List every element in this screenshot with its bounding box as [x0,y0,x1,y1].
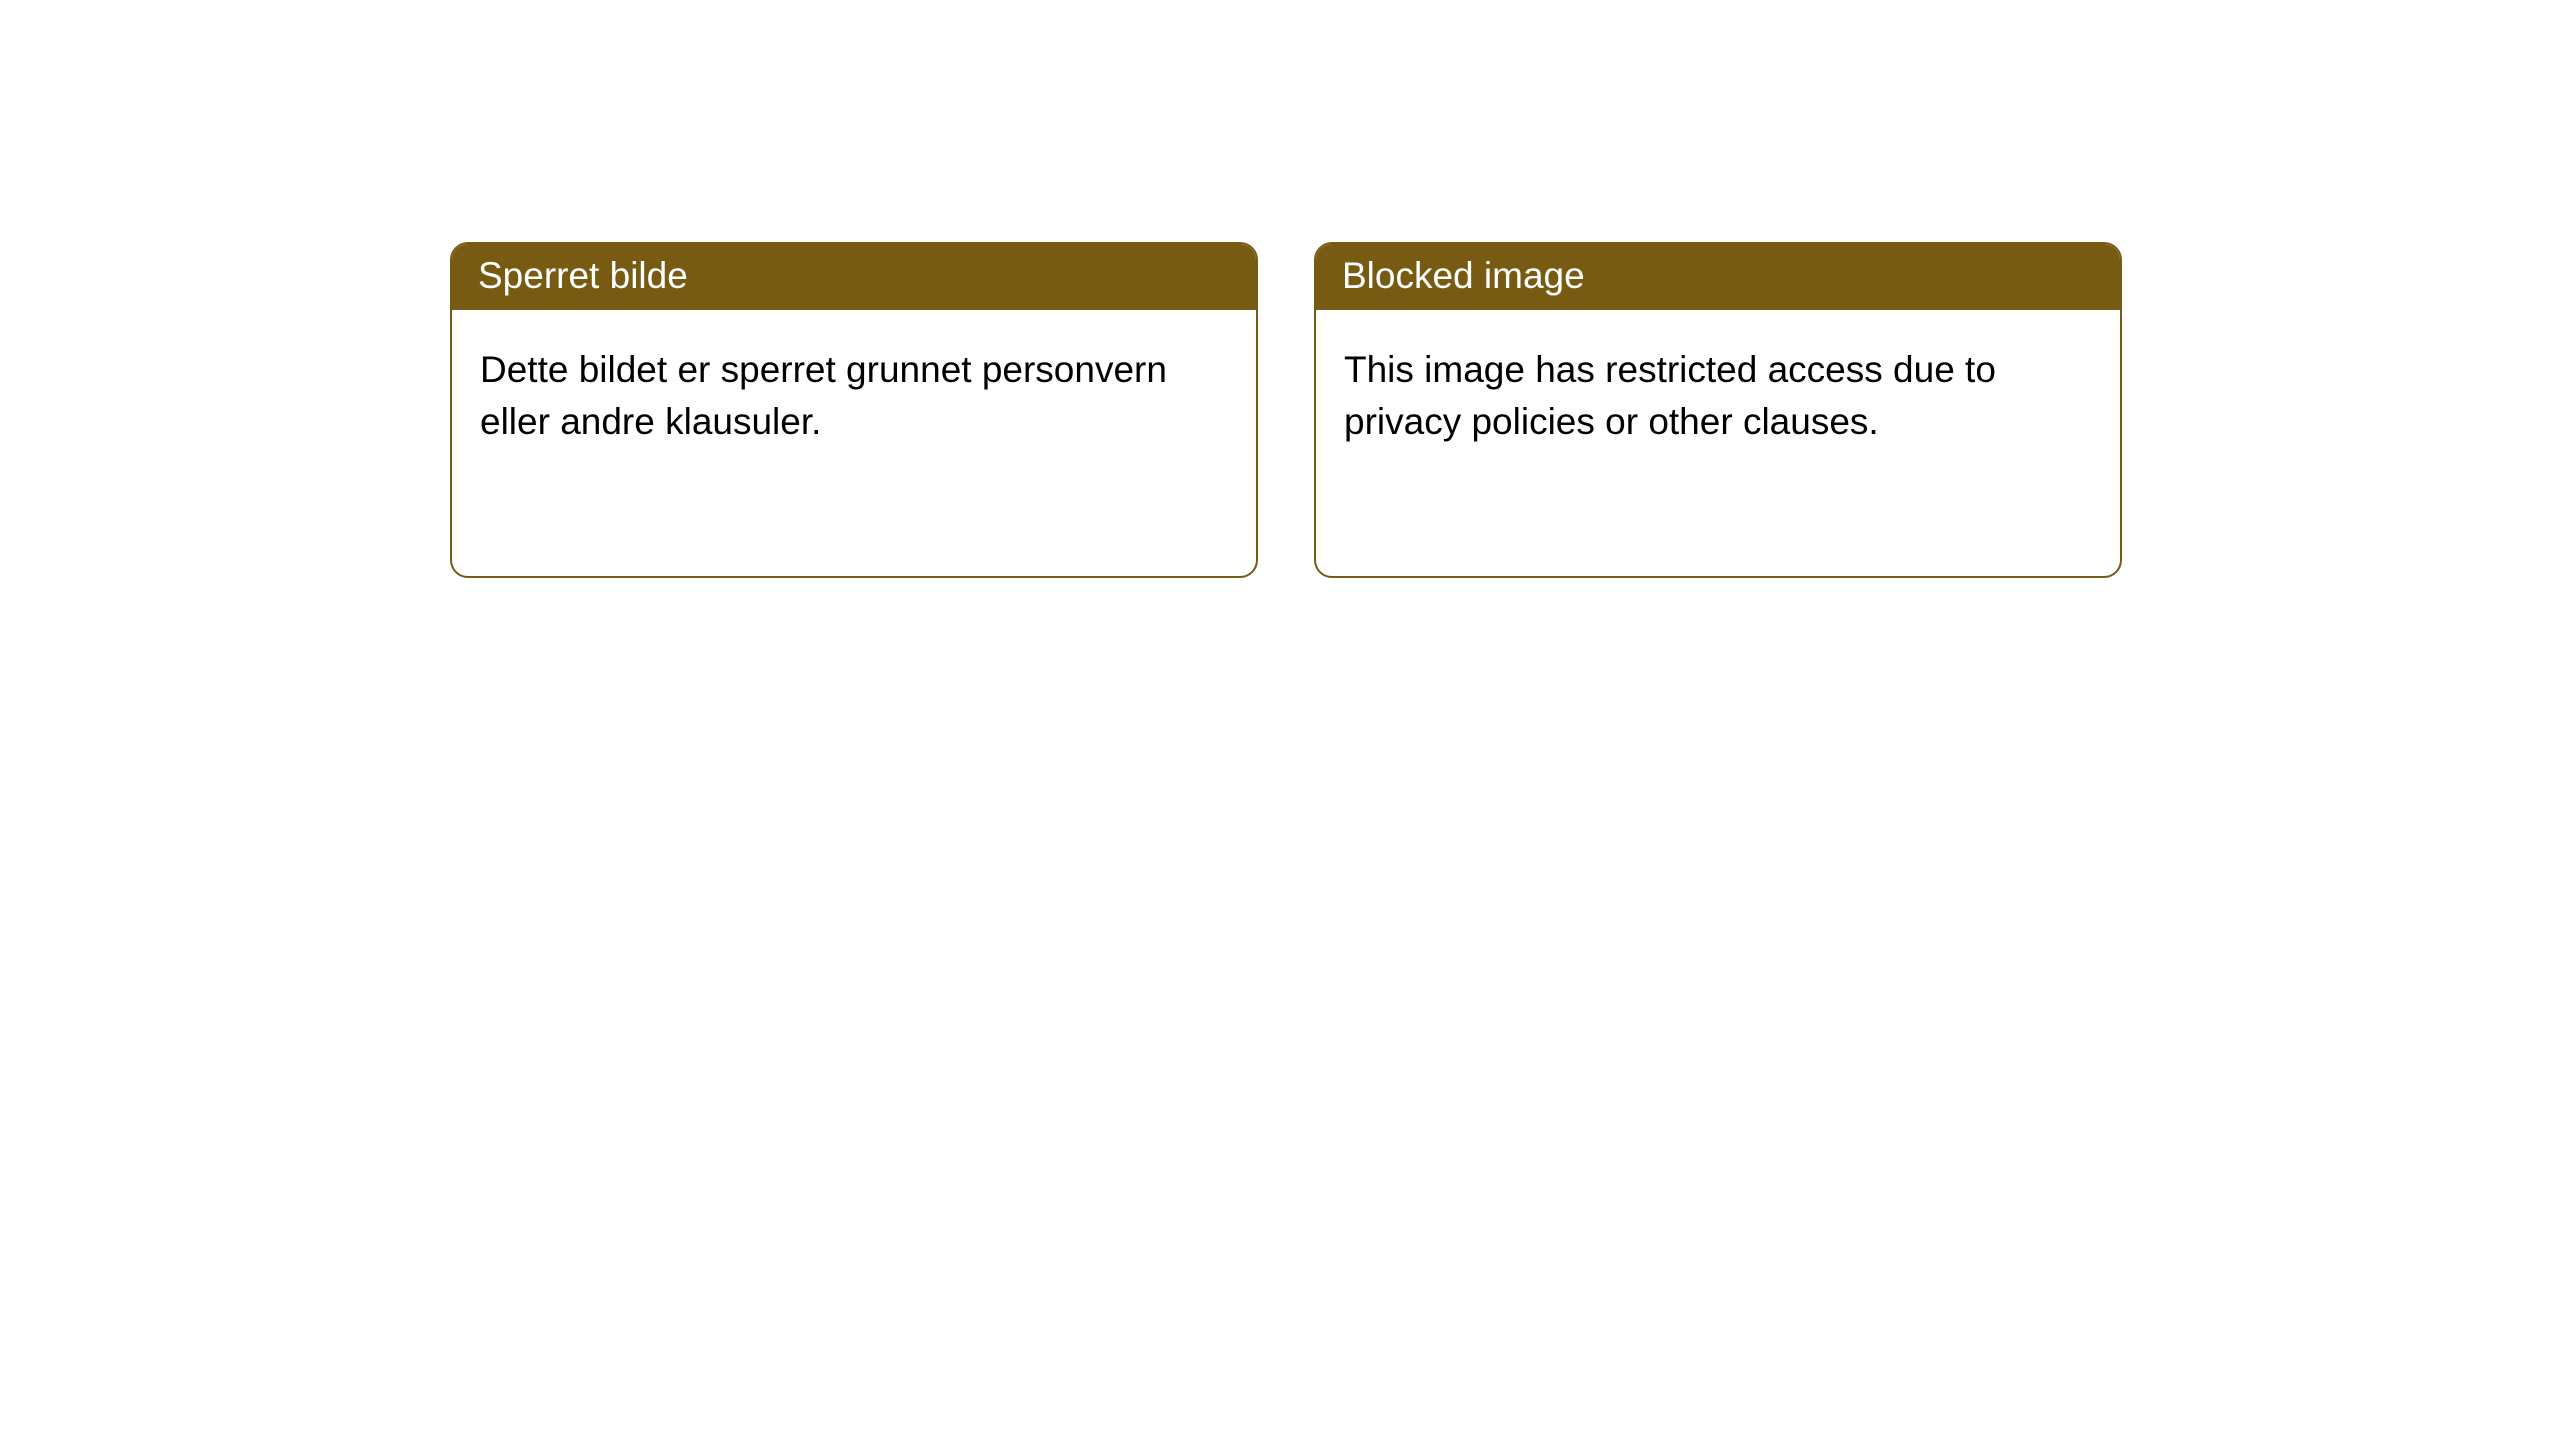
notice-body: Dette bildet er sperret grunnet personve… [452,310,1256,576]
notice-header: Sperret bilde [452,244,1256,310]
notice-body: This image has restricted access due to … [1316,310,2120,576]
notice-header: Blocked image [1316,244,2120,310]
notice-card-english: Blocked image This image has restricted … [1314,242,2122,578]
notice-card-norwegian: Sperret bilde Dette bildet er sperret gr… [450,242,1258,578]
notice-container: Sperret bilde Dette bildet er sperret gr… [0,0,2560,578]
